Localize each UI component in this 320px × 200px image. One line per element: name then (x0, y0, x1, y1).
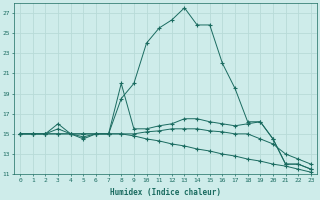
X-axis label: Humidex (Indice chaleur): Humidex (Indice chaleur) (110, 188, 221, 197)
